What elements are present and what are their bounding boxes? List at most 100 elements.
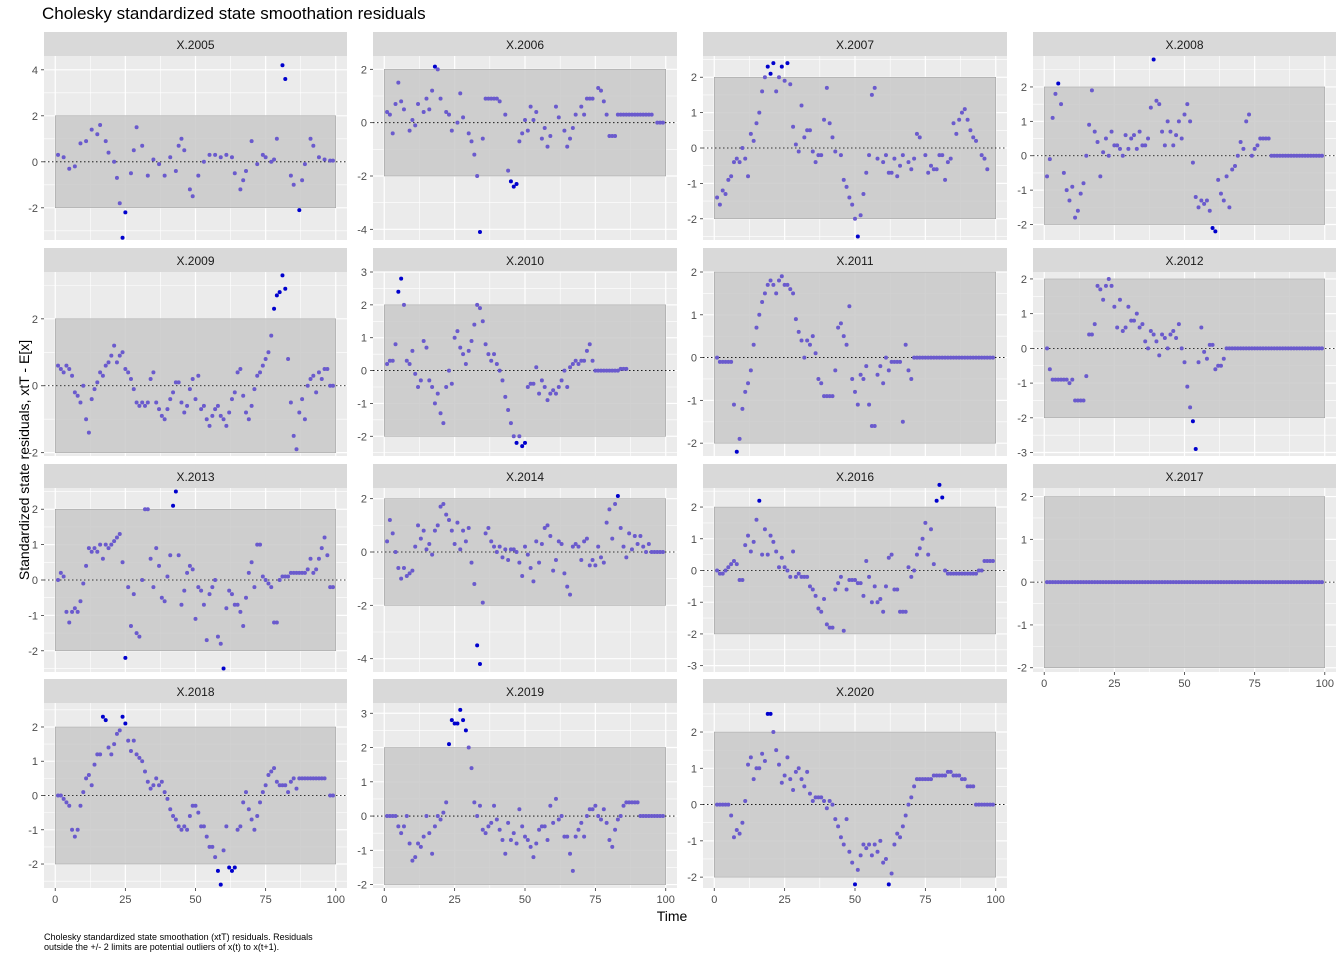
data-point: [796, 766, 801, 771]
data-point: [1300, 346, 1305, 351]
data-point: [1098, 287, 1103, 292]
data-point: [1162, 335, 1167, 340]
data-point: [740, 820, 745, 825]
data-point: [246, 570, 251, 575]
data-point: [269, 585, 274, 590]
data-point: [1249, 580, 1254, 585]
data-point: [114, 731, 119, 736]
data-point: [1235, 580, 1240, 585]
data-point: [1117, 146, 1122, 151]
data-point: [943, 177, 948, 182]
data-point: [444, 110, 449, 114]
data-point: [565, 144, 570, 149]
data-point: [430, 851, 435, 856]
data-point: [483, 531, 488, 536]
data-point: [531, 381, 536, 386]
data-point: [1286, 153, 1291, 158]
data-point: [743, 798, 748, 803]
data-point: [985, 167, 990, 172]
data-point: [117, 353, 122, 358]
data-point: [58, 367, 63, 372]
outlier-point: [449, 718, 454, 723]
data-point: [1059, 102, 1064, 107]
facet-panel: X.2009-202: [28, 248, 347, 460]
data-point: [1070, 377, 1075, 382]
x-tick-label: 50: [519, 894, 531, 906]
data-point: [768, 533, 773, 538]
data-point: [788, 82, 793, 87]
data-point: [106, 546, 111, 551]
data-point: [1053, 580, 1058, 585]
data-point: [1258, 136, 1263, 141]
data-point: [1190, 160, 1195, 165]
data-point: [1247, 112, 1252, 117]
y-tick-label: 0: [1021, 151, 1027, 163]
data-point: [644, 814, 649, 819]
data-point: [75, 393, 80, 398]
y-tick-label: 1: [1021, 116, 1027, 128]
outlier-point: [297, 208, 302, 213]
data-point: [1286, 580, 1291, 585]
data-point: [1308, 580, 1313, 585]
facet-strip: [703, 32, 1007, 56]
y-tick-label: -2: [687, 438, 697, 450]
data-point: [1249, 153, 1254, 158]
data-point: [503, 394, 508, 399]
data-point: [892, 156, 897, 161]
data-point: [64, 609, 69, 614]
data-point: [593, 368, 598, 373]
data-point: [328, 158, 333, 163]
data-point: [140, 578, 145, 582]
y-tick-label: -1: [357, 845, 367, 857]
data-point: [985, 558, 990, 563]
data-point: [613, 134, 618, 138]
data-point: [385, 814, 390, 819]
data-point: [841, 842, 846, 847]
data-point: [1305, 153, 1310, 158]
data-point: [109, 542, 114, 547]
data-point: [720, 359, 725, 364]
data-point: [1218, 191, 1223, 196]
data-point: [777, 75, 781, 80]
data-point: [1168, 332, 1173, 337]
data-point: [1095, 139, 1100, 144]
data-point: [404, 814, 409, 819]
data-point: [599, 88, 603, 93]
data-point: [1176, 322, 1181, 327]
data-point: [511, 434, 516, 439]
data-point: [441, 421, 446, 426]
data-point: [182, 410, 187, 415]
data-point: [246, 417, 251, 422]
data-point: [1308, 153, 1313, 158]
data-point: [56, 793, 61, 798]
data-point: [604, 368, 609, 373]
y-tick-label: -2: [28, 448, 38, 460]
y-tick-label: 1: [691, 534, 697, 546]
outlier-point: [937, 482, 942, 487]
data-point: [847, 195, 852, 200]
data-point: [168, 807, 173, 812]
data-point: [480, 827, 485, 832]
data-point: [84, 139, 89, 144]
data-point: [553, 558, 558, 562]
data-point: [582, 539, 587, 544]
data-point: [387, 814, 392, 819]
y-tick-label: 3: [361, 267, 367, 279]
data-point: [483, 96, 488, 101]
outlier-point: [171, 503, 176, 508]
data-point: [847, 849, 852, 854]
data-point: [824, 806, 829, 811]
data-point: [610, 536, 615, 541]
data-point: [1047, 367, 1052, 372]
y-tick-label: 0: [691, 800, 697, 812]
outlier-point: [274, 293, 279, 298]
data-point: [599, 817, 603, 822]
data-point: [288, 570, 293, 575]
data-point: [867, 574, 872, 579]
data-point: [641, 544, 646, 549]
facet-strip: [44, 32, 347, 56]
data-point: [201, 403, 206, 408]
data-point: [517, 807, 522, 812]
